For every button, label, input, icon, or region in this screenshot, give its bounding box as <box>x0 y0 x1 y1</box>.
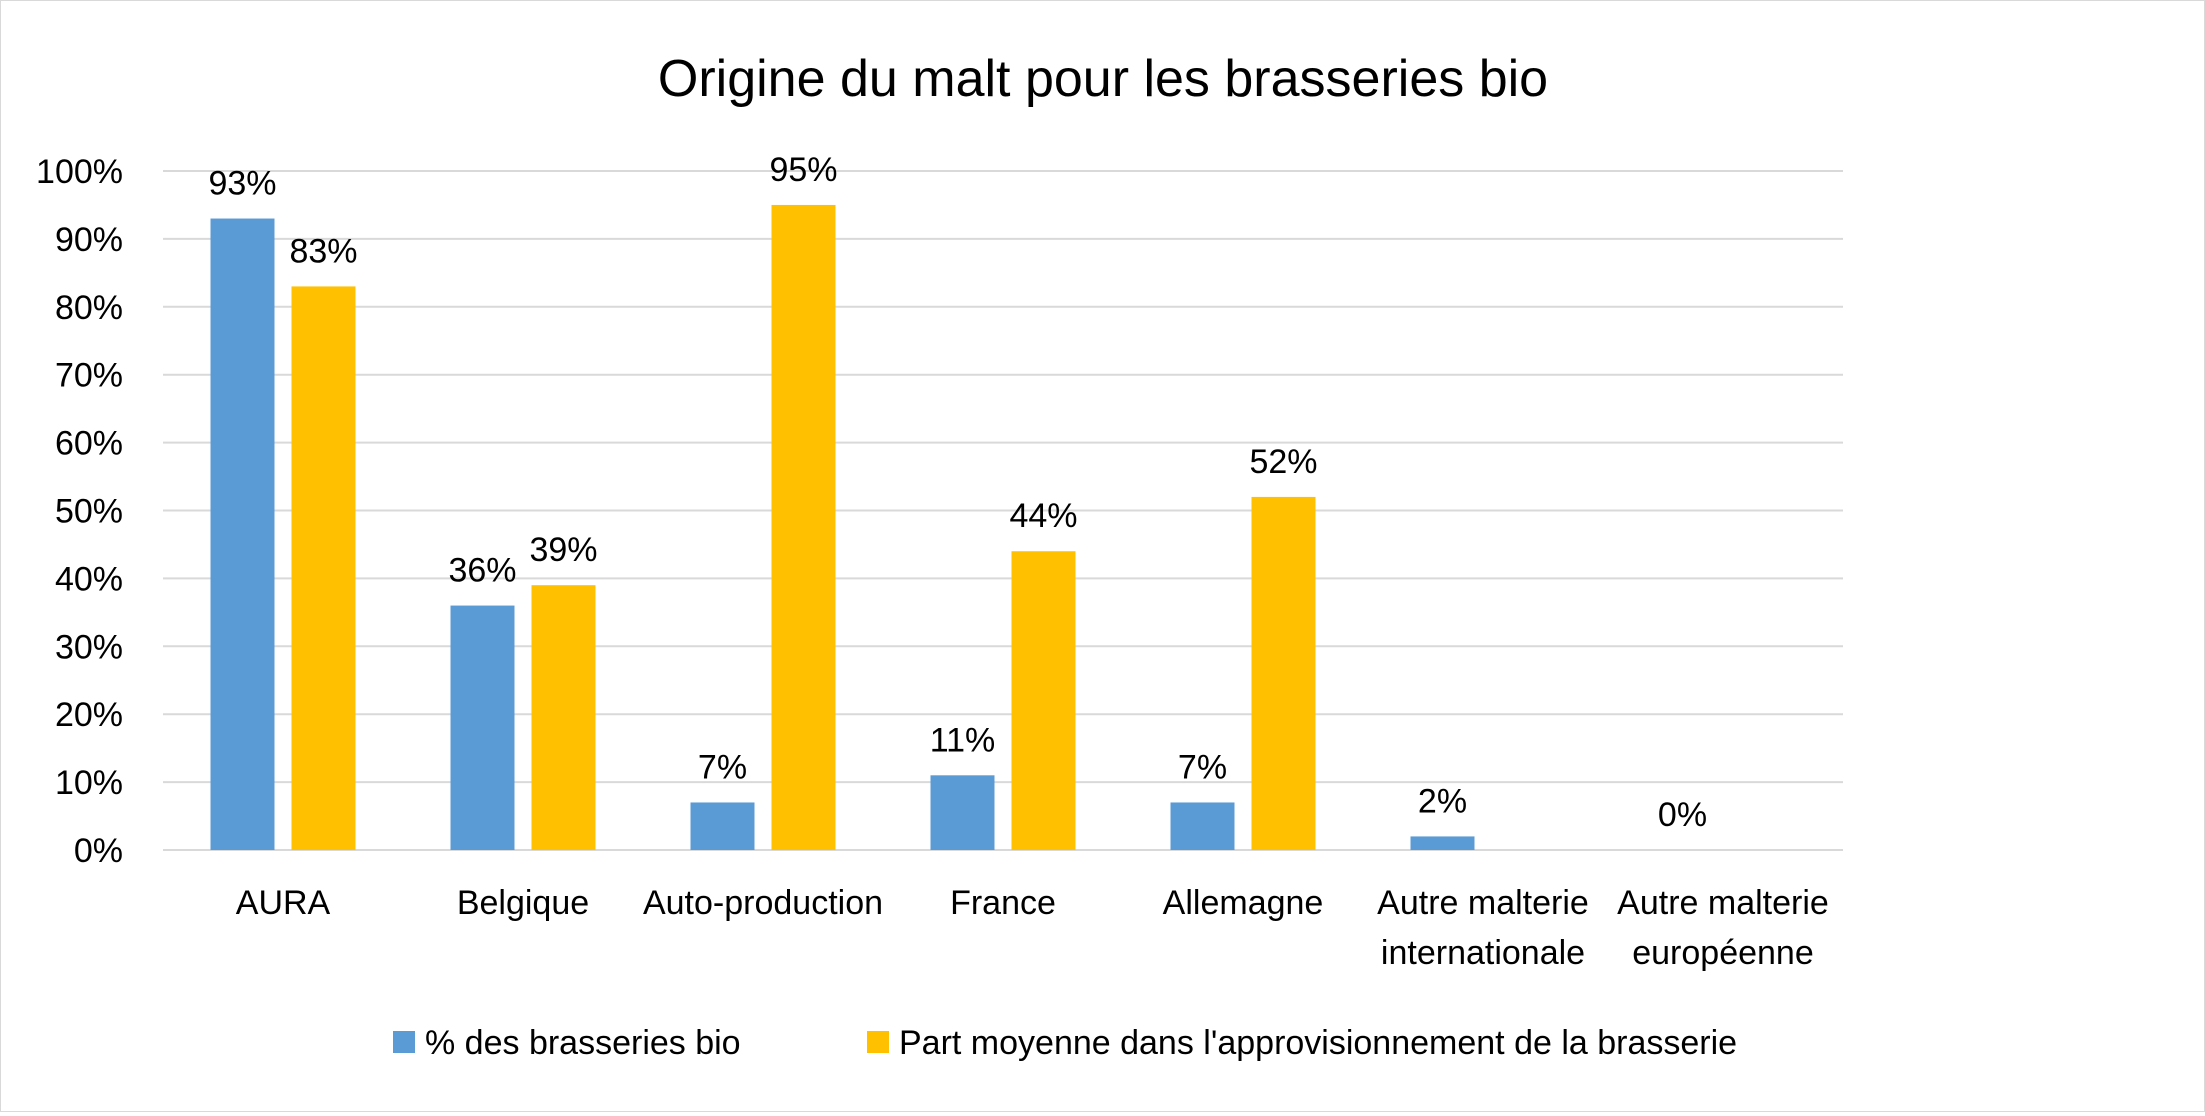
x-axis-category-labels: AURA Belgique Auto-production France Allemag… <box>236 884 1829 972</box>
data-label: 11% <box>930 721 996 759</box>
y-tick-label: 10% <box>55 764 123 802</box>
bar <box>531 585 596 850</box>
data-label: 52% <box>1249 443 1317 481</box>
data-label: 36% <box>448 552 516 590</box>
x-category-label: Autre malterie <box>1617 884 1829 922</box>
data-label: 93% <box>208 165 276 203</box>
x-category-label: européenne <box>1632 934 1814 972</box>
bar <box>1170 802 1235 850</box>
data-label: 7% <box>698 748 747 786</box>
bar <box>210 218 275 850</box>
y-tick-label: 60% <box>55 425 123 463</box>
bar <box>450 605 515 850</box>
chart-title: Origine du malt pour les brasseries bio <box>658 50 1548 108</box>
y-tick-label: 20% <box>55 696 123 734</box>
legend-label: Part moyenne dans l'approvisionnement de… <box>899 1024 1737 1062</box>
y-axis-tick-labels: 0% 10% 20% 30% 40% 50% 60% 70% 80% 90% 100% <box>36 153 123 870</box>
y-tick-label: 90% <box>55 221 123 259</box>
data-label: 7% <box>1178 748 1227 786</box>
bar <box>1251 496 1316 850</box>
legend-swatch <box>867 1031 889 1053</box>
data-label: 83% <box>289 232 357 270</box>
legend: % des brasseries bio Part moyenne dans l'… <box>393 1024 1737 1062</box>
y-tick-label: 40% <box>55 560 123 598</box>
bar <box>930 775 995 850</box>
x-category-label: Belgique <box>457 884 589 922</box>
gridlines <box>163 170 1843 851</box>
legend-swatch <box>393 1031 415 1053</box>
x-category-label: France <box>950 884 1056 922</box>
y-tick-label: 70% <box>55 357 123 395</box>
data-labels: 93% 83% 36% 39% 7% 95% 11% 44% 7% 52% 2% 0% <box>208 151 1707 834</box>
x-category-label: Allemagne <box>1163 884 1324 922</box>
y-tick-label: 30% <box>55 628 123 666</box>
x-category-label: AURA <box>236 884 331 922</box>
x-category-label: Auto-production <box>643 884 883 922</box>
data-label: 2% <box>1418 782 1467 820</box>
bar <box>690 802 755 850</box>
bar <box>771 204 836 850</box>
bars <box>210 204 1475 850</box>
y-tick-label: 50% <box>55 493 123 531</box>
data-label: 95% <box>769 151 837 189</box>
bar <box>1410 836 1475 850</box>
data-label: 0% <box>1658 796 1707 834</box>
bar <box>291 286 356 850</box>
bar <box>1011 551 1076 850</box>
y-tick-label: 80% <box>55 289 123 327</box>
y-tick-label: 100% <box>36 153 123 191</box>
data-label: 44% <box>1009 497 1077 535</box>
y-tick-label: 0% <box>74 832 123 870</box>
x-category-label: Autre malterie <box>1377 884 1589 922</box>
data-label: 39% <box>529 531 597 569</box>
legend-label: % des brasseries bio <box>425 1024 741 1062</box>
x-category-label: internationale <box>1381 934 1585 972</box>
